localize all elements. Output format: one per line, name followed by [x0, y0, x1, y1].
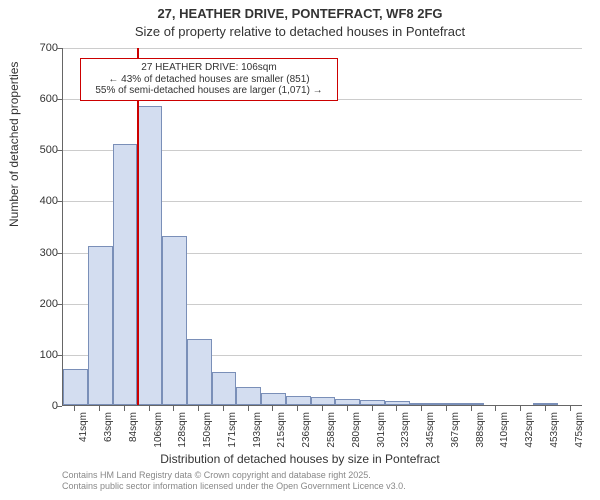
histogram-bar: [137, 106, 162, 405]
histogram-bar: [212, 372, 237, 405]
footer-line-1: Contains HM Land Registry data © Crown c…: [62, 470, 406, 481]
chart-title-sub: Size of property relative to detached ho…: [0, 24, 600, 39]
chart-container: 27, HEATHER DRIVE, PONTEFRACT, WF8 2FG S…: [0, 0, 600, 500]
x-tick-mark: [223, 406, 224, 411]
y-tick-label: 0: [18, 400, 58, 412]
y-tick-label: 500: [18, 144, 58, 156]
histogram-bar: [88, 246, 113, 405]
x-tick-mark: [446, 406, 447, 411]
x-tick-mark: [495, 406, 496, 411]
x-tick-mark: [322, 406, 323, 411]
histogram-bar: [113, 144, 138, 405]
x-tick-mark: [99, 406, 100, 411]
plot-area: [62, 48, 582, 406]
x-tick-mark: [347, 406, 348, 411]
histogram-bar: [187, 339, 212, 405]
histogram-bar: [261, 393, 286, 405]
x-tick-mark: [545, 406, 546, 411]
histogram-bar: [459, 403, 484, 405]
annotation-line-2: ← 43% of detached houses are smaller (85…: [87, 74, 331, 86]
x-tick-mark: [421, 406, 422, 411]
x-tick-mark: [520, 406, 521, 411]
x-tick-mark: [396, 406, 397, 411]
y-tick-mark: [57, 406, 62, 407]
histogram-bar: [533, 403, 558, 405]
x-tick-mark: [372, 406, 373, 411]
chart-title-main: 27, HEATHER DRIVE, PONTEFRACT, WF8 2FG: [0, 6, 600, 21]
marker-line: [137, 48, 139, 405]
x-tick-mark: [124, 406, 125, 411]
x-tick-mark: [198, 406, 199, 411]
histogram-bar: [335, 399, 360, 405]
footer-line-2: Contains public sector information licen…: [62, 481, 406, 492]
x-tick-mark: [297, 406, 298, 411]
x-tick-mark: [248, 406, 249, 411]
histogram-bar: [236, 387, 261, 405]
x-tick-mark: [570, 406, 571, 411]
annotation-line-1: 27 HEATHER DRIVE: 106sqm: [87, 62, 331, 74]
histogram-bar: [434, 403, 459, 405]
x-tick-mark: [173, 406, 174, 411]
y-tick-label: 600: [18, 93, 58, 105]
histogram-bar: [410, 403, 435, 405]
grid-line: [63, 48, 582, 49]
y-tick-label: 400: [18, 195, 58, 207]
histogram-bar: [286, 396, 311, 405]
footer-attribution: Contains HM Land Registry data © Crown c…: [62, 470, 406, 492]
y-tick-label: 100: [18, 349, 58, 361]
annotation-box: 27 HEATHER DRIVE: 106sqm ← 43% of detach…: [80, 58, 338, 101]
histogram-bar: [360, 400, 385, 405]
histogram-bar: [311, 397, 336, 405]
x-tick-mark: [149, 406, 150, 411]
histogram-bar: [385, 401, 410, 405]
histogram-bar: [162, 236, 187, 405]
histogram-bar: [63, 369, 88, 405]
x-axis-label: Distribution of detached houses by size …: [0, 452, 600, 466]
y-tick-label: 200: [18, 298, 58, 310]
annotation-line-3: 55% of semi-detached houses are larger (…: [87, 85, 331, 97]
x-tick-mark: [272, 406, 273, 411]
x-tick-mark: [471, 406, 472, 411]
y-tick-label: 700: [18, 42, 58, 54]
y-tick-label: 300: [18, 247, 58, 259]
x-tick-mark: [74, 406, 75, 411]
